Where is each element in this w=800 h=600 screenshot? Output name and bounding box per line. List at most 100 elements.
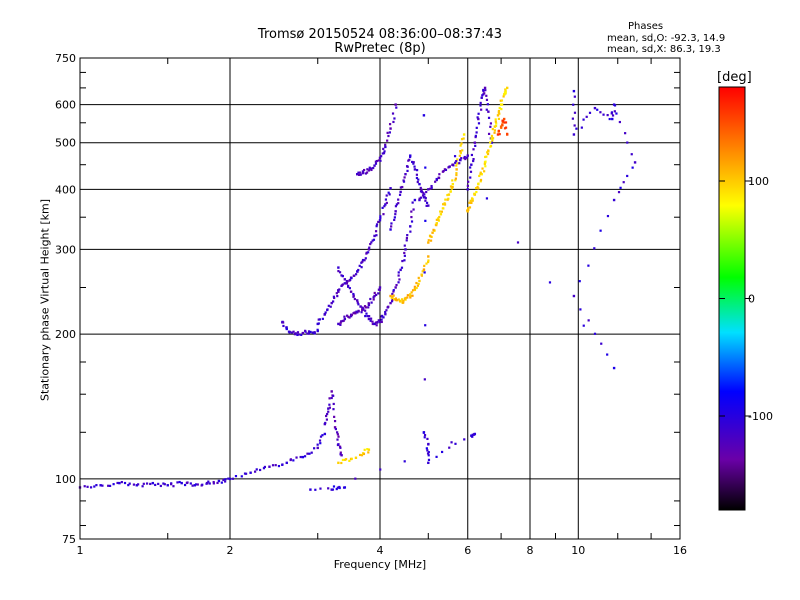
- data-point: [370, 301, 373, 304]
- data-point: [432, 228, 435, 231]
- data-point: [255, 468, 258, 471]
- data-point: [329, 305, 332, 308]
- data-point: [367, 251, 370, 254]
- data-point: [377, 292, 380, 295]
- data-point: [378, 219, 382, 222]
- data-point: [373, 164, 376, 167]
- data-point: [443, 203, 447, 206]
- data-point: [430, 235, 433, 239]
- data-point: [440, 450, 444, 454]
- data-point: [384, 198, 388, 201]
- data-point: [364, 309, 367, 312]
- data-point: [398, 278, 401, 281]
- data-point: [448, 446, 451, 449]
- data-point: [451, 185, 454, 189]
- data-point: [274, 464, 277, 467]
- data-point: [588, 111, 592, 114]
- data-point: [380, 320, 383, 324]
- data-point: [369, 297, 372, 301]
- data-point: [490, 137, 493, 140]
- data-point: [333, 426, 337, 429]
- data-point: [306, 452, 309, 455]
- data-point: [367, 451, 370, 454]
- data-point: [327, 487, 330, 490]
- data-point: [497, 109, 501, 113]
- data-point: [397, 271, 400, 274]
- data-point: [318, 439, 322, 442]
- data-point: [317, 322, 320, 325]
- data-point: [424, 166, 427, 169]
- data-point: [306, 332, 309, 335]
- data-point: [292, 459, 295, 462]
- data-point: [470, 201, 473, 204]
- data-point: [630, 153, 633, 156]
- data-point: [327, 407, 330, 410]
- data-point: [389, 294, 392, 298]
- data-point: [357, 171, 360, 174]
- data-point: [363, 259, 366, 262]
- data-point: [463, 438, 466, 441]
- data-point: [324, 421, 327, 425]
- data-point: [364, 172, 367, 175]
- colorbar-tick-label: 0: [748, 293, 755, 306]
- data-point: [391, 298, 394, 301]
- data-point: [332, 402, 335, 406]
- data-point: [473, 141, 477, 144]
- data-point: [403, 251, 406, 255]
- data-point: [332, 408, 335, 411]
- data-point: [339, 323, 342, 326]
- data-point: [489, 144, 493, 148]
- data-point: [330, 301, 333, 305]
- data-point: [367, 169, 371, 172]
- data-point: [370, 241, 373, 244]
- data-point: [338, 288, 341, 291]
- data-point: [285, 327, 288, 331]
- data-point: [141, 485, 144, 488]
- data-point: [327, 410, 330, 413]
- data-point: [271, 464, 275, 467]
- data-point: [409, 225, 412, 228]
- data-point: [427, 461, 430, 465]
- data-point: [381, 206, 384, 209]
- data-point: [437, 217, 440, 220]
- data-point: [399, 186, 402, 189]
- data-point: [585, 115, 588, 118]
- data-point: [401, 259, 404, 263]
- data-point: [375, 159, 379, 163]
- data-point: [118, 481, 121, 485]
- data-point: [426, 452, 430, 455]
- data-point: [611, 117, 614, 121]
- data-point: [626, 141, 629, 144]
- data-point: [149, 482, 152, 486]
- data-point: [596, 108, 599, 111]
- data-point: [612, 198, 616, 202]
- data-point: [444, 198, 447, 201]
- data-point: [346, 280, 349, 283]
- data-point: [352, 292, 355, 296]
- data-point: [365, 251, 368, 254]
- data-point: [423, 378, 426, 381]
- data-point: [435, 455, 438, 458]
- data-point: [409, 294, 412, 298]
- data-point: [212, 480, 215, 484]
- data-point: [353, 297, 356, 301]
- data-point: [370, 168, 373, 172]
- data-point: [316, 329, 319, 333]
- data-point: [505, 86, 509, 90]
- data-point: [371, 322, 374, 326]
- data-point: [387, 305, 390, 308]
- data-point: [392, 120, 395, 124]
- data-point: [430, 186, 433, 189]
- data-point: [494, 118, 497, 121]
- data-point: [575, 127, 578, 130]
- data-point: [491, 128, 494, 131]
- data-point: [466, 188, 469, 191]
- data-point: [434, 180, 437, 183]
- data-point: [486, 151, 489, 154]
- data-point: [466, 154, 469, 157]
- data-point: [361, 172, 364, 175]
- data-point: [397, 274, 400, 277]
- data-point: [415, 286, 418, 290]
- data-point: [504, 90, 507, 94]
- data-point: [402, 300, 405, 303]
